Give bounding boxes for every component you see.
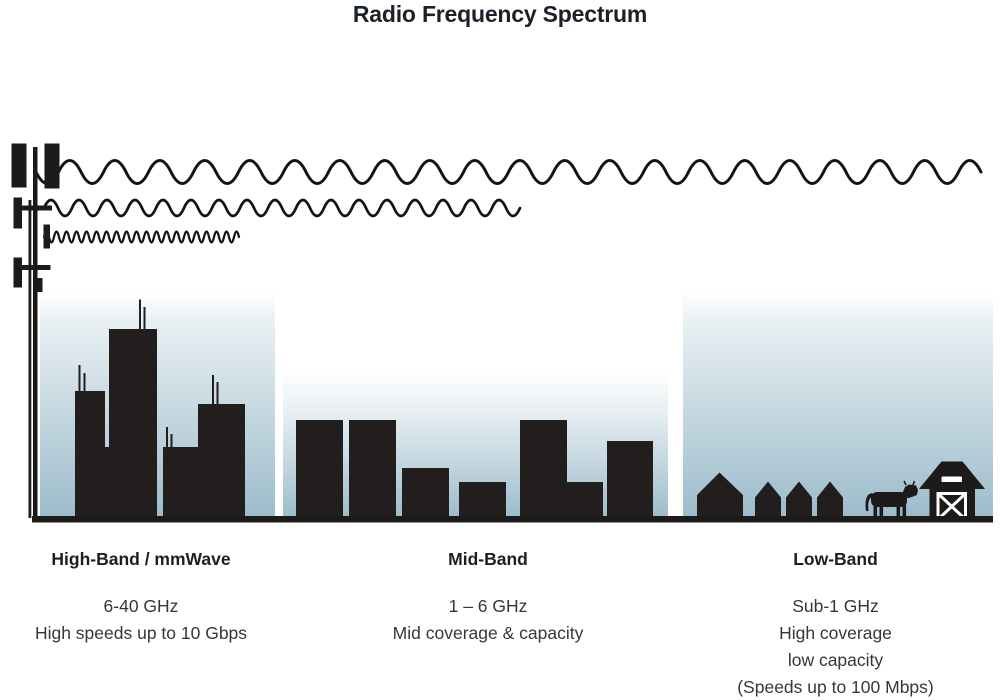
- medium-wavelength-wave-icon: [42, 198, 522, 218]
- barn-icon: [919, 461, 985, 520]
- mid-band-sky-panel: [283, 292, 668, 518]
- band-name: Mid-Band: [448, 549, 528, 569]
- band-description: High coverage: [779, 623, 892, 643]
- antenna-panel: [11, 143, 27, 188]
- spectrum-illustration: [11, 143, 993, 523]
- short-wavelength-wave-icon: [42, 230, 241, 244]
- cow-icon: [865, 480, 918, 518]
- band-frequency: 1 – 6 GHz: [448, 596, 528, 616]
- page-title: Radio Frequency Spectrum: [352, 1, 648, 27]
- band-frequency: Sub-1 GHz: [792, 596, 879, 616]
- band-description: High speeds up to 10 Gbps: [34, 623, 248, 643]
- band-description: (Speeds up to 100 Mbps): [737, 677, 934, 697]
- cell-tower-icon: [11, 143, 60, 518]
- band-name: High-Band / mmWave: [51, 549, 231, 569]
- long-wavelength-wave-icon: [34, 159, 983, 185]
- band-description: low capacity: [787, 650, 884, 670]
- mid-band-label: Mid-Band 1 – 6 GHz Mid coverage & capaci…: [367, 549, 609, 647]
- mid-rise-buildings-icon: [296, 420, 653, 518]
- high-band-label: High-Band / mmWave 6-40 GHz High speeds …: [20, 549, 262, 647]
- low-band-label: Low-Band Sub-1 GHz High coverage low cap…: [714, 549, 957, 700]
- houses-icon: [697, 472, 843, 518]
- antenna-panel: [44, 143, 60, 189]
- band-frequency: 6-40 GHz: [103, 596, 179, 616]
- rooftop-antennas-icon: [78, 299, 219, 447]
- ground-line: [32, 516, 993, 523]
- city-skyline-icon: [75, 299, 245, 518]
- band-description: Mid coverage & capacity: [392, 623, 584, 643]
- band-name: Low-Band: [793, 549, 878, 569]
- barn-loft-window: [941, 476, 962, 482]
